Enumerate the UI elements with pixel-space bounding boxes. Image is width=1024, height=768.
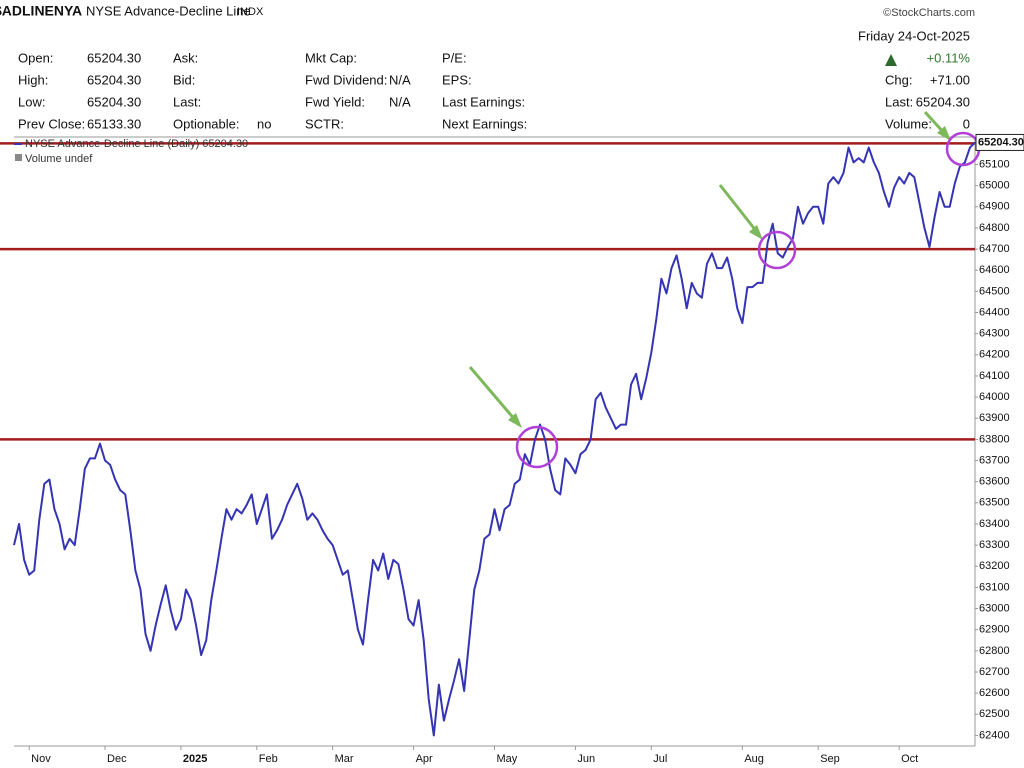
x-tick-label: Dec [107, 753, 127, 765]
arrow [468, 366, 518, 422]
quote-label: Fwd Dividend: [305, 72, 387, 87]
x-tick-label: Nov [31, 753, 51, 765]
quote-label: Open: [18, 50, 53, 65]
quote-label: Mkt Cap: [305, 50, 357, 65]
y-tick-label: 64600 [979, 264, 1010, 276]
volume-label: Volume: [885, 116, 932, 131]
quote-label: Fwd Yield: [305, 94, 365, 109]
quote-label: High: [18, 72, 48, 87]
y-tick-label: 64700 [979, 243, 1010, 255]
volume-legend: Volume undef [25, 153, 93, 165]
price-tag: 65204.30 [978, 136, 1024, 148]
y-tick-label: 62800 [979, 645, 1010, 657]
quote-label: Next Earnings: [442, 116, 527, 131]
quote-value: N/A [389, 72, 411, 87]
volume-value: 0 [963, 116, 970, 131]
quote-label: Bid: [173, 72, 195, 87]
y-tick-label: 63300 [979, 539, 1010, 551]
y-tick-label: 63500 [979, 497, 1010, 509]
quote-value: N/A [389, 94, 411, 109]
quote-value: 65204.30 [87, 72, 141, 87]
annotations [468, 110, 981, 469]
y-tick-label: 64900 [979, 201, 1010, 213]
quote-value: no [257, 116, 271, 131]
x-tick-label: Aug [744, 753, 764, 765]
y-tick-label: 63000 [979, 602, 1010, 614]
y-tick-label: 64400 [979, 306, 1010, 318]
x-tick-label: Sep [820, 753, 840, 765]
y-tick-label: 62600 [979, 687, 1010, 699]
x-tick-label: Jul [653, 753, 667, 765]
quote-label: Prev Close: [18, 116, 85, 131]
y-tick-label: 63200 [979, 560, 1010, 572]
y-tick-label: 63900 [979, 412, 1010, 424]
x-tick-label: May [497, 753, 518, 765]
y-tick-label: 62500 [979, 708, 1010, 720]
x-tick-label: 2025 [183, 753, 207, 765]
source: ©StockCharts.com [883, 7, 975, 19]
quote-value: 65133.30 [87, 116, 141, 131]
y-tick-label: 63800 [979, 433, 1010, 445]
y-tick-label: 64200 [979, 349, 1010, 361]
volume-icon [15, 154, 22, 161]
x-tick-label: Oct [901, 753, 918, 765]
quote-value: 65204.30 [87, 94, 141, 109]
quote-label: Ask: [173, 50, 198, 65]
up-arrow [885, 54, 897, 66]
arrow-head [937, 126, 951, 141]
y-tick-label: 64500 [979, 285, 1010, 297]
y-tick-label: 62900 [979, 624, 1010, 636]
arrow-head [508, 413, 522, 428]
quote-label: P/E: [442, 50, 467, 65]
x-tick-label: Feb [259, 753, 278, 765]
quote-label: Last: [173, 94, 201, 109]
quote-date: Friday 24-Oct-2025 [858, 28, 970, 43]
quote-label: SCTR: [305, 116, 344, 131]
quote-label: Optionable: [173, 116, 240, 131]
chg-value: +71.00 [930, 72, 970, 87]
last-label: Last: [885, 94, 913, 109]
y-tick-label: 63700 [979, 454, 1010, 466]
y-tick-label: 62400 [979, 729, 1010, 741]
y-tick-label: 65000 [979, 180, 1010, 192]
y-tick-label: 62700 [979, 666, 1010, 678]
x-tick-label: Apr [416, 753, 433, 765]
x-tick-label: Mar [335, 753, 354, 765]
y-tick-label: 64300 [979, 328, 1010, 340]
arrow-head [749, 225, 763, 240]
y-tick-label: 63600 [979, 476, 1010, 488]
x-tick-label: Jun [577, 753, 595, 765]
change-percent: +0.11% [927, 50, 971, 65]
quote-label: Last Earnings: [442, 94, 525, 109]
y-tick-label: 63100 [979, 581, 1010, 593]
symbol: $ADLINENYA [0, 3, 82, 19]
instrument-name: NYSE Advance-Decline Line [86, 3, 251, 18]
highlight-circle [757, 230, 797, 270]
y-tick-label: 64100 [979, 370, 1010, 382]
legend-label: NYSE Advance-Decline Line (Daily) 65204.… [25, 138, 248, 150]
price-tag-box [975, 133, 1024, 151]
quote-value: 65204.30 [87, 50, 141, 65]
last-value: 65204.30 [916, 94, 970, 109]
y-tick-label: 64800 [979, 222, 1010, 234]
exchange: INDX [237, 6, 264, 18]
quote-label: Low: [18, 94, 45, 109]
series-line [13, 141, 976, 737]
chg-label: Chg: [885, 72, 912, 87]
highlight-circle [945, 131, 981, 167]
y-tick-label: 63400 [979, 518, 1010, 530]
highlight-circle [515, 425, 559, 469]
quote-label: EPS: [442, 72, 472, 87]
y-tick-label: 64000 [979, 391, 1010, 403]
y-tick-label: 65100 [979, 158, 1010, 170]
arrow [718, 184, 759, 233]
